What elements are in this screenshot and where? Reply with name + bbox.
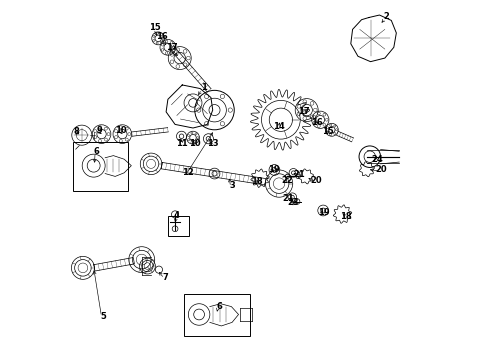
Bar bbox=[168, 216, 190, 235]
Text: 21: 21 bbox=[282, 194, 294, 203]
Text: 20: 20 bbox=[310, 176, 322, 185]
Text: 24: 24 bbox=[372, 155, 384, 164]
Text: 3: 3 bbox=[230, 181, 235, 190]
Text: 20: 20 bbox=[375, 166, 387, 175]
Text: 6: 6 bbox=[217, 302, 223, 311]
Text: 19: 19 bbox=[268, 165, 279, 174]
Text: 13: 13 bbox=[207, 139, 219, 148]
Text: 16: 16 bbox=[311, 118, 322, 127]
Text: 2: 2 bbox=[384, 12, 390, 21]
Text: 6: 6 bbox=[93, 147, 99, 156]
Text: 7: 7 bbox=[163, 273, 168, 282]
Text: 12: 12 bbox=[182, 168, 194, 177]
Text: 22: 22 bbox=[281, 176, 293, 185]
Text: 5: 5 bbox=[100, 312, 106, 321]
Text: 23: 23 bbox=[288, 198, 299, 207]
Text: 16: 16 bbox=[156, 32, 168, 41]
Text: 4: 4 bbox=[174, 211, 180, 220]
Text: 21: 21 bbox=[294, 170, 305, 179]
Text: 10: 10 bbox=[116, 126, 127, 135]
Text: 18: 18 bbox=[251, 177, 262, 186]
Text: 17: 17 bbox=[166, 43, 177, 52]
Text: 8: 8 bbox=[74, 127, 79, 136]
Text: 19: 19 bbox=[318, 208, 330, 217]
Text: 11: 11 bbox=[176, 139, 188, 148]
Text: 10: 10 bbox=[189, 139, 200, 148]
Text: 15: 15 bbox=[149, 23, 161, 32]
Bar bbox=[73, 142, 128, 192]
Text: 14: 14 bbox=[273, 122, 285, 131]
Text: 1: 1 bbox=[201, 83, 207, 92]
Text: 9: 9 bbox=[97, 126, 102, 135]
Bar bbox=[184, 294, 250, 336]
Text: 17: 17 bbox=[298, 107, 310, 116]
Text: 15: 15 bbox=[321, 127, 333, 136]
Text: 18: 18 bbox=[340, 212, 351, 221]
